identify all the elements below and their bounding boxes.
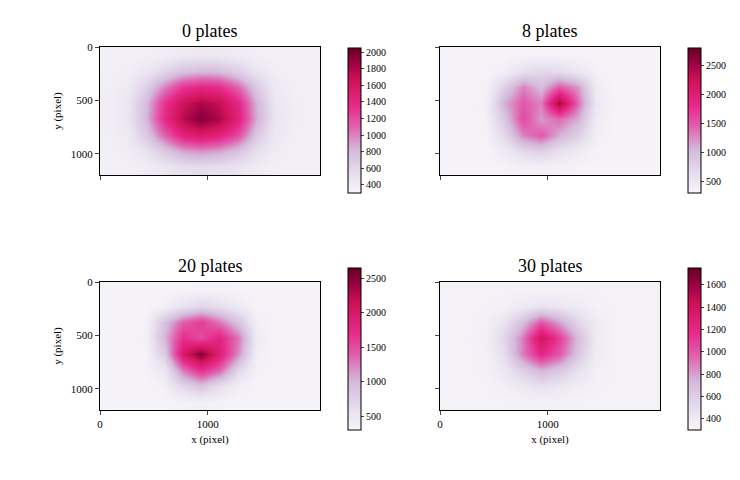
svg-text:1000: 1000 — [706, 147, 726, 158]
svg-text:2500: 2500 — [366, 273, 386, 284]
svg-text:0: 0 — [87, 276, 93, 288]
svg-text:1000: 1000 — [366, 376, 386, 387]
svg-text:600: 600 — [706, 391, 721, 402]
svg-text:0: 0 — [97, 418, 103, 430]
svg-text:400: 400 — [366, 179, 381, 190]
svg-text:30 plates: 30 plates — [518, 256, 583, 276]
svg-text:1000: 1000 — [71, 148, 94, 160]
svg-text:0: 0 — [437, 418, 443, 430]
svg-text:1000: 1000 — [71, 383, 94, 395]
svg-text:y (pixel): y (pixel) — [51, 327, 64, 365]
svg-text:2000: 2000 — [706, 89, 726, 100]
svg-text:500: 500 — [76, 94, 93, 106]
svg-text:500: 500 — [706, 176, 721, 187]
svg-text:500: 500 — [76, 329, 93, 341]
svg-text:400: 400 — [706, 413, 721, 424]
svg-text:x (pixel): x (pixel) — [531, 433, 569, 446]
svg-text:2000: 2000 — [366, 47, 386, 58]
svg-text:2500: 2500 — [706, 60, 726, 71]
svg-text:8 plates: 8 plates — [522, 21, 578, 41]
svg-text:1500: 1500 — [366, 342, 386, 353]
svg-text:0: 0 — [87, 41, 93, 53]
svg-text:800: 800 — [366, 146, 381, 157]
svg-text:1000: 1000 — [537, 418, 560, 430]
svg-text:800: 800 — [706, 369, 721, 380]
svg-text:1200: 1200 — [366, 113, 386, 124]
svg-text:y (pixel): y (pixel) — [51, 92, 64, 130]
svg-text:1500: 1500 — [706, 118, 726, 129]
svg-text:20 plates: 20 plates — [178, 256, 243, 276]
svg-text:500: 500 — [366, 411, 381, 422]
svg-text:2000: 2000 — [366, 307, 386, 318]
svg-text:0 plates: 0 plates — [182, 21, 238, 41]
svg-text:1400: 1400 — [706, 302, 726, 313]
svg-text:1000: 1000 — [366, 130, 386, 141]
svg-text:600: 600 — [366, 163, 381, 174]
svg-text:1600: 1600 — [366, 80, 386, 91]
svg-text:1000: 1000 — [197, 418, 220, 430]
svg-text:1200: 1200 — [706, 324, 726, 335]
svg-text:x (pixel): x (pixel) — [191, 433, 229, 446]
svg-text:1800: 1800 — [366, 63, 386, 74]
svg-text:1600: 1600 — [706, 279, 726, 290]
svg-text:1000: 1000 — [706, 346, 726, 357]
svg-text:1400: 1400 — [366, 96, 386, 107]
